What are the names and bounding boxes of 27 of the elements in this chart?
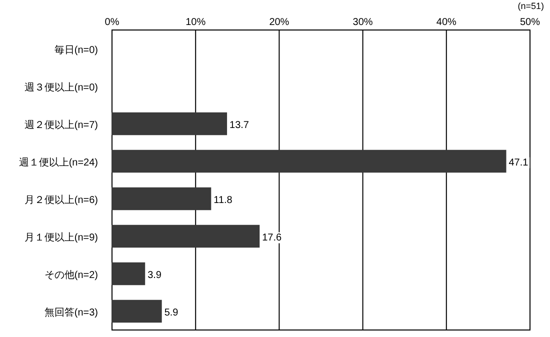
data-label: 3.9 xyxy=(148,270,162,281)
y-tick-label: 毎日(n=0) xyxy=(54,44,98,56)
bar xyxy=(112,262,146,286)
y-tick-label: 月１便以上(n=9) xyxy=(24,231,98,244)
y-tick-label: 週３便以上(n=0) xyxy=(24,81,98,94)
data-label: 11.8 xyxy=(214,194,233,206)
x-tick-label: 10% xyxy=(186,17,206,28)
data-label: 5.9 xyxy=(164,307,179,318)
bar xyxy=(112,300,162,323)
x-tick-label: 20% xyxy=(269,17,290,28)
bar xyxy=(112,187,212,210)
x-tick-label: 0% xyxy=(104,17,120,28)
y-tick-label: 週１便以上(n=24) xyxy=(18,156,98,168)
bar xyxy=(112,224,260,248)
x-tick-label: 50% xyxy=(520,17,540,28)
y-tick-label: その他(n=2) xyxy=(44,268,98,281)
y-tick-label: 月２便以上(n=6) xyxy=(24,194,98,206)
bar xyxy=(112,150,506,173)
data-label: 13.7 xyxy=(230,120,250,131)
y-tick-label: 無回答(n=3) xyxy=(44,306,98,318)
y-tick-label: 週２便以上(n=7) xyxy=(24,118,98,131)
data-label: 17.6 xyxy=(262,232,282,244)
bar xyxy=(112,112,228,136)
x-tick-label: 40% xyxy=(436,17,457,28)
data-label: 47.1 xyxy=(508,157,529,168)
text: (n=51) xyxy=(518,1,544,11)
x-tick-label: 30% xyxy=(352,17,373,28)
